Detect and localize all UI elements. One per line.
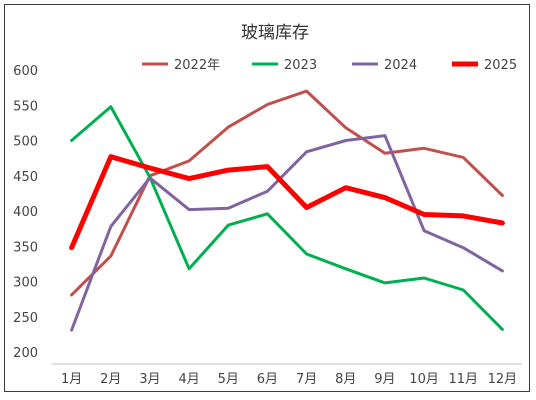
series-line-2023 [70, 105, 504, 331]
legend-label: 2025 [484, 58, 517, 73]
series-lines [69, 89, 505, 332]
y-tick-label: 550 [13, 99, 38, 114]
y-tick-label: 250 [13, 311, 38, 326]
chart-title: 玻璃库存 [241, 23, 309, 43]
series-line-2022年 [70, 89, 504, 297]
x-tick-label: 1月 [61, 372, 82, 387]
x-tick-label: 7月 [296, 372, 317, 387]
x-tick-label: 5月 [218, 372, 239, 387]
x-tick-label: 4月 [178, 372, 199, 387]
y-tick-label: 400 [13, 205, 38, 220]
x-tick-label: 10月 [409, 372, 439, 387]
y-tick-label: 600 [13, 64, 38, 79]
x-tick-label: 8月 [335, 372, 356, 387]
series-line-2024 [70, 134, 504, 332]
x-tick-label: 12月 [488, 372, 518, 387]
x-tick-label: 2月 [100, 372, 121, 387]
y-tick-label: 300 [13, 276, 38, 291]
x-tick-label: 9月 [374, 372, 395, 387]
x-tick-label: 11月 [448, 372, 478, 387]
x-axis: 1月 2月 3月 4月 5月 6月 7月 8月 9月 10月 11月 12月 [61, 372, 517, 387]
y-tick-label: 500 [13, 135, 38, 150]
x-tick-label: 6月 [257, 372, 278, 387]
y-axis: 200 250 300 350 400 450 500 550 600 [13, 64, 38, 361]
legend: 2022年 2023 2024 2025 [142, 58, 517, 73]
y-tick-label: 200 [13, 346, 38, 361]
legend-label: 2024 [384, 58, 417, 73]
legend-label: 2023 [284, 58, 317, 73]
y-tick-label: 350 [13, 240, 38, 255]
y-tick-label: 450 [13, 170, 38, 185]
legend-label: 2022年 [174, 58, 220, 73]
x-tick-label: 3月 [139, 372, 160, 387]
series-line-2025 [69, 154, 505, 251]
